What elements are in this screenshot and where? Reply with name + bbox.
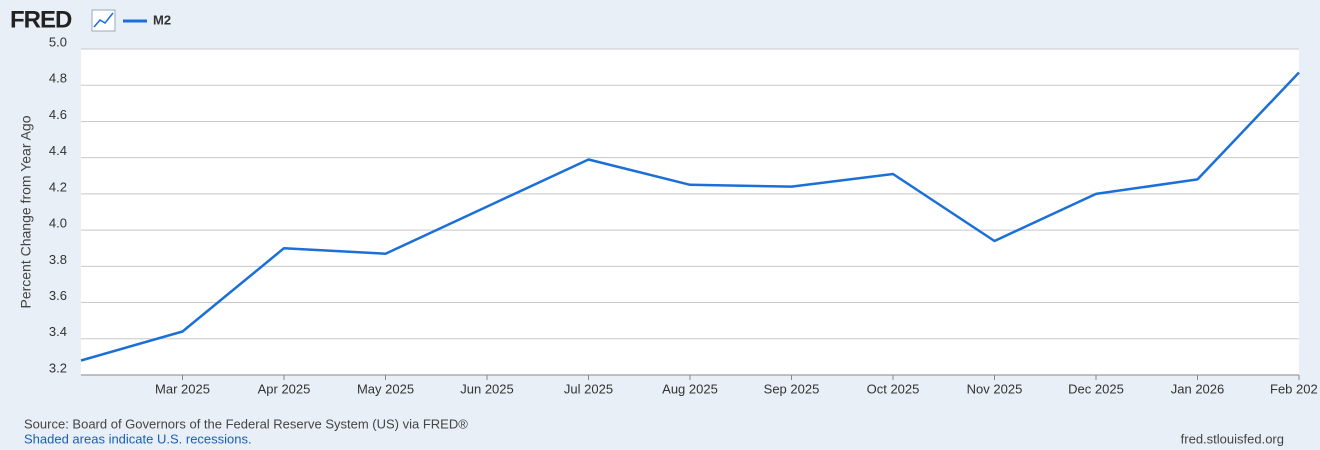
x-tick-label: Jun 2025 (460, 381, 514, 396)
x-tick-label: Oct 2025 (867, 381, 920, 396)
y-tick-label: 5.0 (49, 34, 67, 49)
x-tick-label: Apr 2025 (258, 381, 311, 396)
x-tick-label: Sep 2025 (764, 381, 820, 396)
series-line (80, 71, 1300, 362)
x-tick-label: Mar 2025 (155, 381, 210, 396)
x-tick-label: Nov 2025 (967, 381, 1023, 396)
legend-label: M2 (153, 12, 171, 27)
y-tick-label: 3.8 (49, 252, 67, 267)
x-tick-label: Feb 202 (1270, 381, 1318, 396)
y-axis-label: Percent Change from Year Ago (18, 115, 34, 308)
y-tick-label: 3.6 (49, 288, 67, 303)
y-tick-label: 3.2 (49, 360, 67, 375)
logo[interactable]: FRED (10, 6, 73, 33)
y-tick-label: 4.4 (49, 143, 67, 158)
y-tick-label: 4.6 (49, 107, 67, 122)
y-tick-label: 4.0 (49, 216, 67, 231)
source: Source: Board of Governors of the Federa… (24, 416, 468, 431)
x-tick-label: Dec 2025 (1068, 381, 1124, 396)
x-tick-label: Aug 2025 (662, 381, 718, 396)
credit[interactable]: fred.stlouisfed.org (1181, 431, 1284, 446)
plot-area (81, 49, 1299, 375)
note[interactable]: Shaded areas indicate U.S. recessions. (24, 431, 252, 446)
y-tick-label: 3.4 (49, 324, 67, 339)
y-tick-label: 4.2 (49, 179, 67, 194)
x-tick-label: Jan 2026 (1171, 381, 1225, 396)
x-tick-label: May 2025 (357, 381, 414, 396)
x-tick-label: Jul 2025 (564, 381, 613, 396)
logo-icon (91, 9, 116, 32)
y-tick-label: 4.8 (49, 71, 67, 86)
